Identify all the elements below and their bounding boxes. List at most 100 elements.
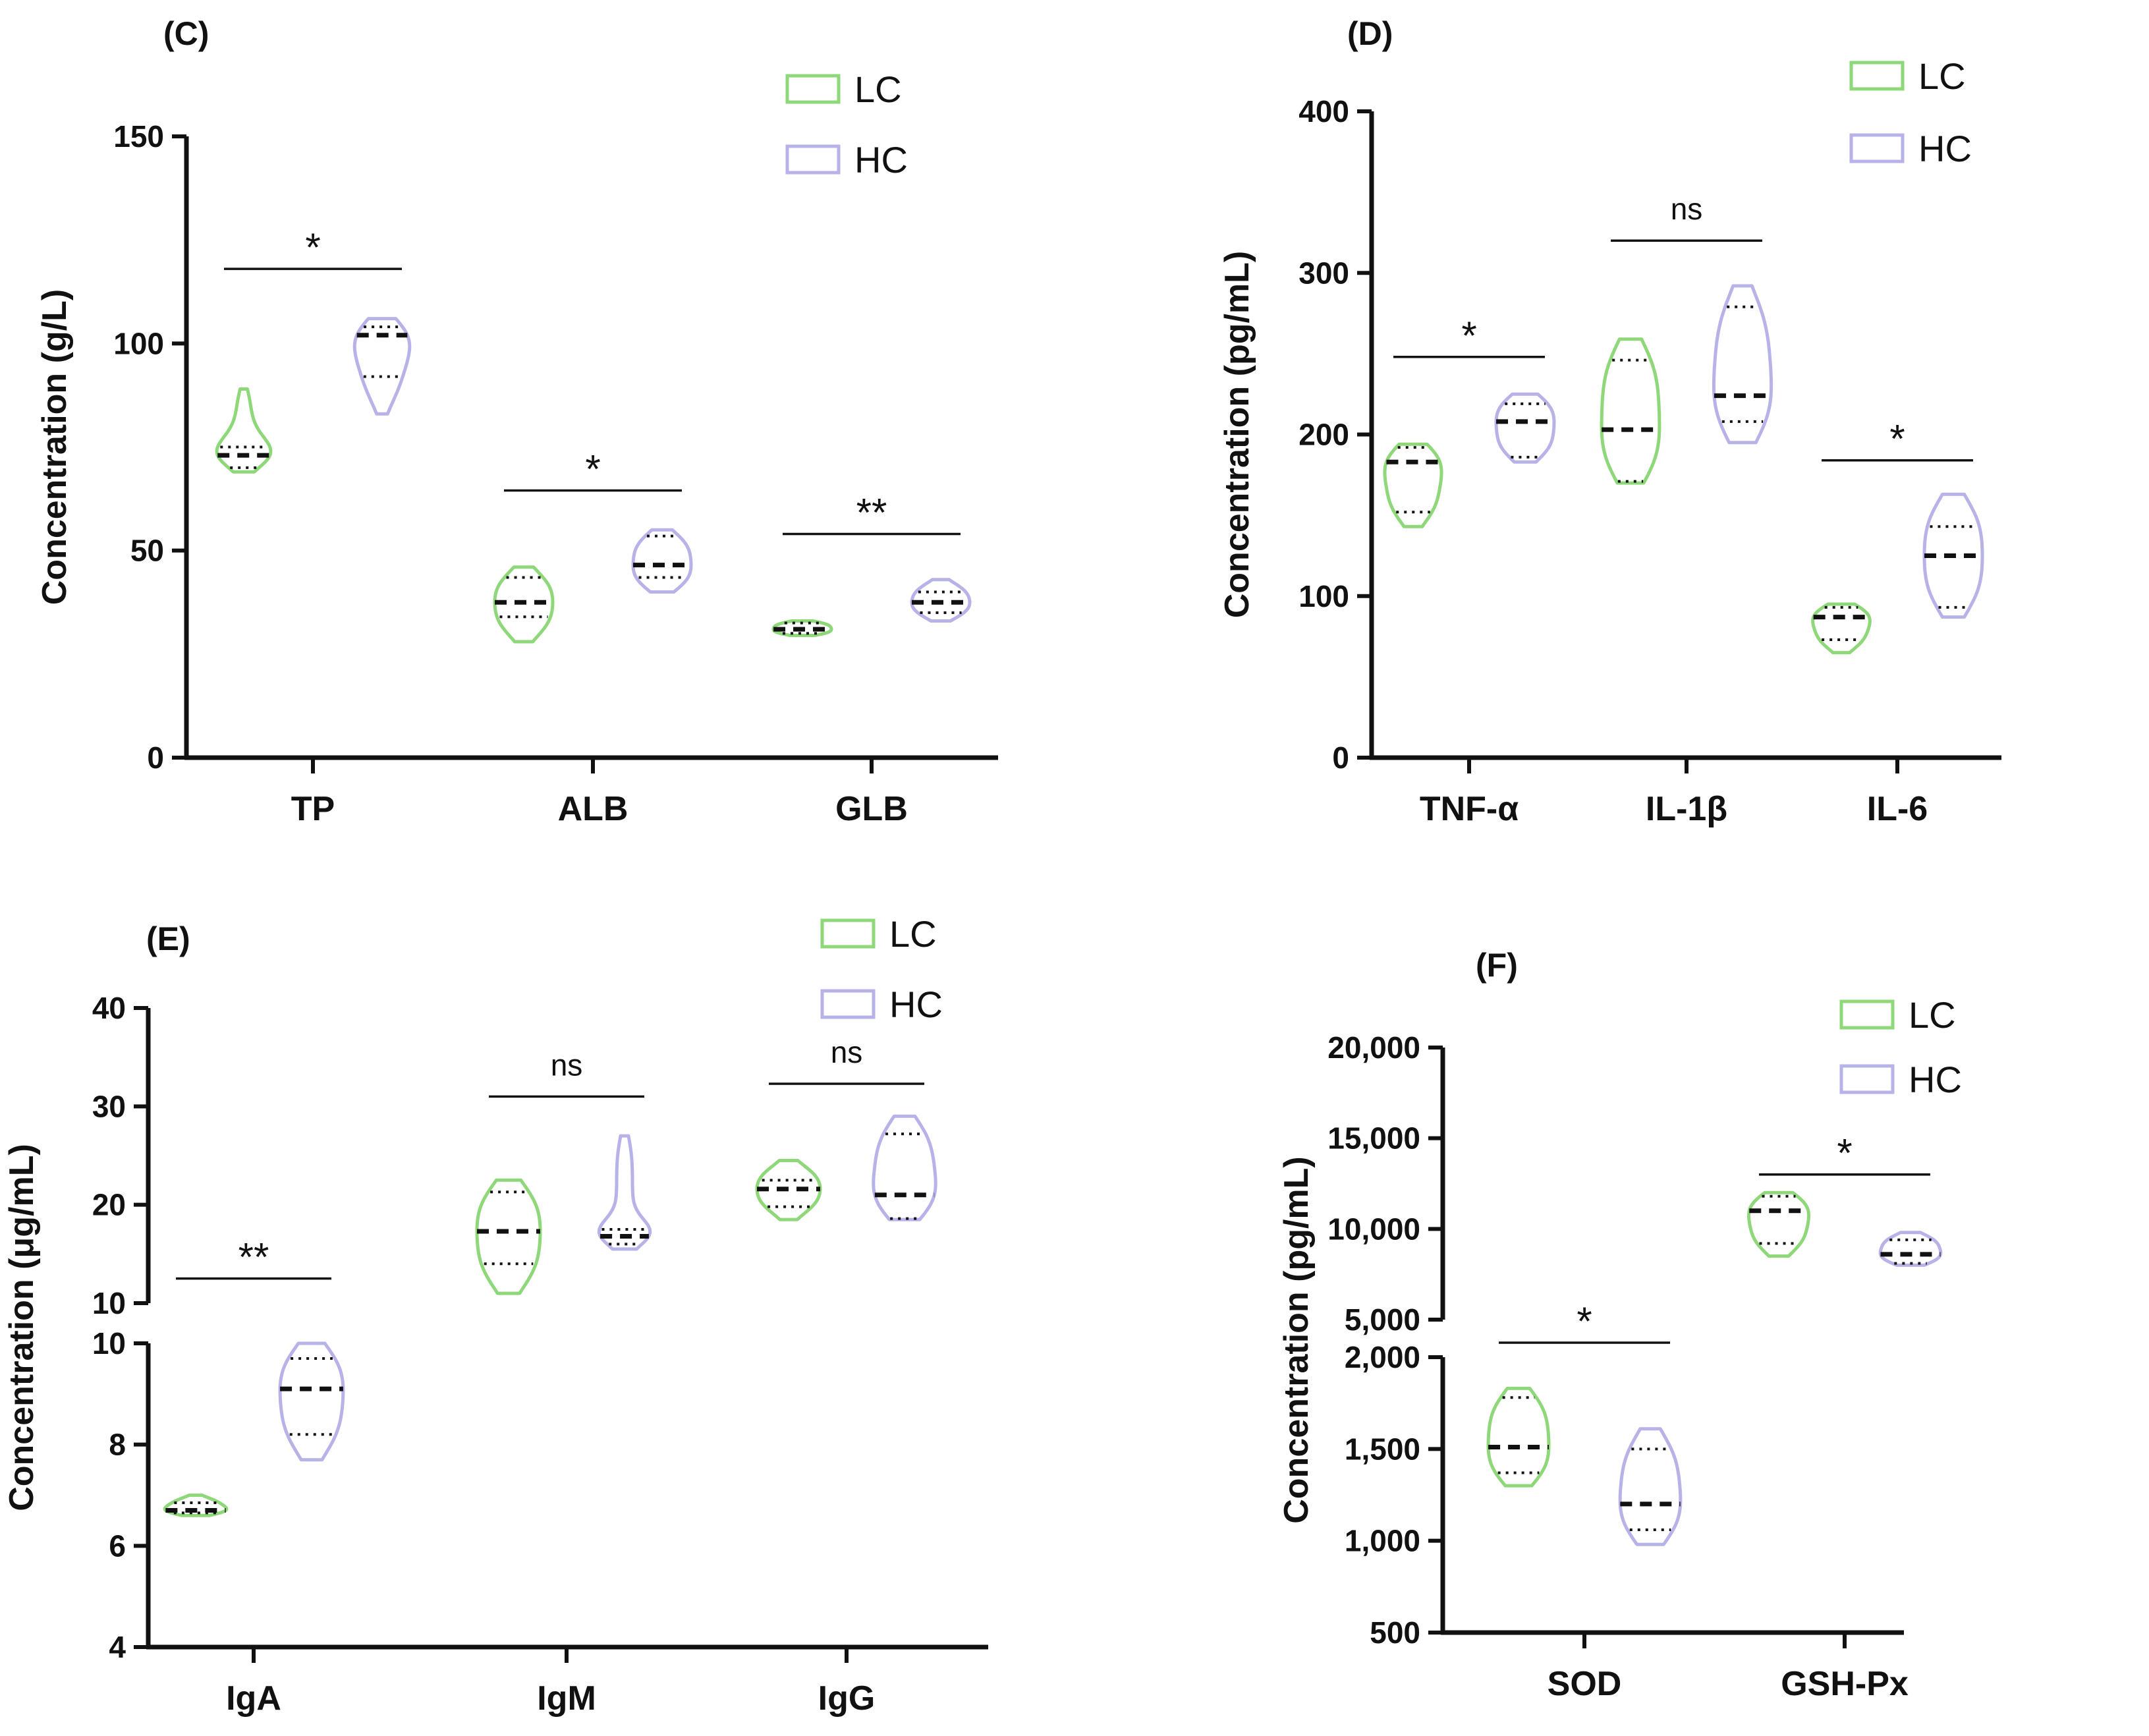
violin-outline [352, 317, 412, 416]
legend-label-HC: HC [889, 984, 943, 1025]
violin-outline [1494, 392, 1556, 464]
panel-D: (D) 0 100 200 300 400 TNF-α IL-1β IL-6 Concentrat… [1218, 15, 2001, 828]
significance-label: * [305, 225, 320, 269]
significance-label: * [585, 447, 600, 491]
x-tick-label: SOD [1548, 1665, 1622, 1703]
violin-LC-IgM [475, 1178, 542, 1295]
y-tick-label: 30 [92, 1089, 126, 1123]
significance-SOD: * [1499, 1299, 1670, 1344]
significance-IL-6: * [1822, 417, 1973, 462]
violin-outline [1878, 1231, 1943, 1267]
violin-outline [475, 1178, 542, 1295]
y-tick-label: 100 [113, 326, 164, 360]
violin-LC-IL-1β [1600, 337, 1661, 485]
x-tick-label: IgM [537, 1679, 596, 1718]
significance-label: ** [238, 1235, 269, 1279]
panel-label-E: (E) [146, 920, 190, 957]
y-tick-label: 5,000 [1345, 1302, 1420, 1337]
y-tick-label: 150 [113, 119, 164, 154]
y-tick-label: 200 [1298, 418, 1349, 452]
violin-outline [1922, 492, 1984, 619]
significance-IL-1β: ns [1611, 192, 1762, 242]
violin-outline [278, 1341, 345, 1462]
y-tick-label: 300 [1298, 256, 1349, 290]
significance-label: * [1577, 1299, 1592, 1343]
violin-HC-IL-6 [1922, 492, 1984, 619]
significance-IgA: ** [176, 1235, 331, 1280]
legend-D: LC HC [1849, 55, 1972, 169]
violin-outline [1600, 337, 1661, 485]
y-tick-label: 10 [92, 1326, 126, 1360]
significance-IgM: ns [489, 1048, 644, 1098]
legend-label-HC: HC [1909, 1059, 1962, 1100]
significance-IgG: ns [769, 1035, 924, 1085]
violin-outline [1747, 1190, 1810, 1258]
legend-E: LC HC [820, 913, 943, 1025]
violin-HC-IgG [872, 1114, 937, 1221]
violin-LC-TP [215, 387, 273, 474]
panel-label-F: (F) [1476, 947, 1518, 984]
violin-LC-TNF-α [1383, 442, 1443, 528]
violin-outline [1486, 1386, 1551, 1488]
violin-HC-GLB [910, 578, 972, 623]
x-tick-label: GLB [835, 790, 908, 828]
y-tick-label: 0 [147, 741, 164, 775]
x-tick-label: IgG [818, 1679, 876, 1718]
y-tick-label: 40 [92, 991, 126, 1025]
panel-E: (E) 4 6 8 10 10 20 30 40 IgA IgM IgG Concentration (… [3, 913, 988, 1718]
y-tick-label: 2,000 [1345, 1340, 1420, 1374]
legend-swatch-LC [1849, 61, 1905, 91]
x-tick-label: ALB [558, 790, 628, 828]
y-tick-label: 50 [130, 534, 164, 568]
violin-outline [215, 387, 273, 474]
violin-LC-ALB [493, 565, 555, 644]
y-tick-label: 8 [109, 1428, 126, 1462]
violin-LC-SOD [1486, 1386, 1551, 1488]
y-axis-title: Concentration (pg/mL) [1218, 251, 1256, 619]
violin-LC-GSH-Px [1747, 1190, 1810, 1258]
significance-label: ns [551, 1048, 583, 1082]
legend-label-HC: HC [854, 139, 908, 181]
y-tick-label: 4 [109, 1630, 126, 1664]
violin-outline [1618, 1427, 1683, 1546]
violin-HC-ALB [631, 528, 693, 594]
y-tick-label: 400 [1298, 94, 1349, 128]
y-tick-label: 10 [92, 1286, 126, 1320]
legend-label-HC: HC [1918, 128, 1972, 169]
y-axis-title: Concentration (g/L) [36, 289, 74, 605]
violin-HC-TNF-α [1494, 392, 1556, 464]
violin-LC-GLB [771, 619, 833, 637]
violin-HC-IgA [278, 1341, 345, 1462]
y-tick-label: 20 [92, 1188, 126, 1222]
legend-swatch-HC [785, 144, 841, 175]
y-tick-label: 100 [1298, 579, 1349, 613]
significance-ALB: * [504, 447, 682, 492]
y-tick-label: 500 [1370, 1615, 1420, 1650]
y-axis-title: Concentration (pg/mL) [1277, 1156, 1316, 1524]
violin-LC-IgA [163, 1494, 229, 1517]
legend-swatch-HC [1839, 1064, 1895, 1094]
violin-outline [1383, 442, 1443, 528]
violin-outline [163, 1494, 229, 1517]
y-tick-label: 0 [1332, 741, 1349, 775]
significance-label: ** [856, 491, 887, 535]
violin-LC-IgG [755, 1159, 822, 1221]
significance-label: * [1889, 417, 1905, 461]
x-tick-label: IL-6 [1867, 790, 1928, 828]
legend-label-LC: LC [1909, 994, 1956, 1036]
significance-TNF-α: * [1393, 314, 1545, 358]
y-tick-label: 10,000 [1327, 1212, 1420, 1246]
significance-label: * [1837, 1131, 1852, 1175]
violin-outline [1811, 602, 1872, 655]
y-tick-label: 15,000 [1327, 1121, 1420, 1156]
violin-outline [872, 1114, 937, 1221]
violin-outline [910, 578, 972, 623]
legend-swatch-LC [785, 74, 841, 104]
legend-C: LC HC [785, 69, 908, 181]
violin-outline [1712, 284, 1773, 445]
legend-swatch-LC [820, 918, 876, 949]
violin-HC-IgM [597, 1134, 652, 1251]
y-axis-title: Concentration (μg/mL) [3, 1144, 41, 1511]
